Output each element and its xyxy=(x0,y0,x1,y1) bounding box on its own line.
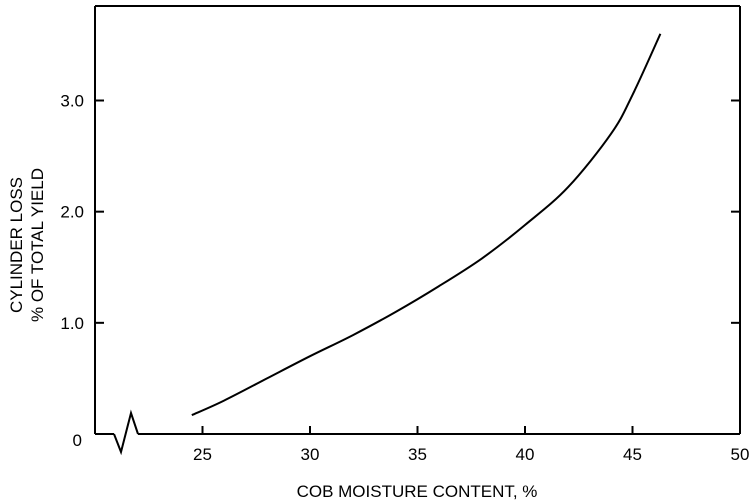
x-tick-label: 50 xyxy=(731,445,750,464)
x-tick-label: 40 xyxy=(516,445,535,464)
x-axis-title: COB MOISTURE CONTENT, % xyxy=(297,482,538,501)
y-ticks: 0 1.0 2.0 3.0 xyxy=(60,91,740,450)
y-axis-title-line-2: % OF TOTAL YIELD xyxy=(28,168,47,322)
series-line xyxy=(191,33,662,417)
y-tick-label: 2.0 xyxy=(60,203,84,222)
series-group xyxy=(191,33,662,417)
x-tick-label: 25 xyxy=(193,445,212,464)
x-tick-label: 45 xyxy=(623,445,642,464)
y-tick-label: 0 xyxy=(73,431,82,450)
x-tick-label: 30 xyxy=(301,445,320,464)
x-ticks: 25 30 35 40 45 50 xyxy=(193,426,749,464)
y-tick-label: 3.0 xyxy=(60,91,84,110)
axes-frame xyxy=(94,5,741,456)
x-tick-label: 35 xyxy=(408,445,427,464)
y-axis-title-line-1: CYLINDER LOSS xyxy=(7,177,26,313)
x-axis-break-symbol xyxy=(113,409,139,456)
y-tick-label: 1.0 xyxy=(60,314,84,333)
